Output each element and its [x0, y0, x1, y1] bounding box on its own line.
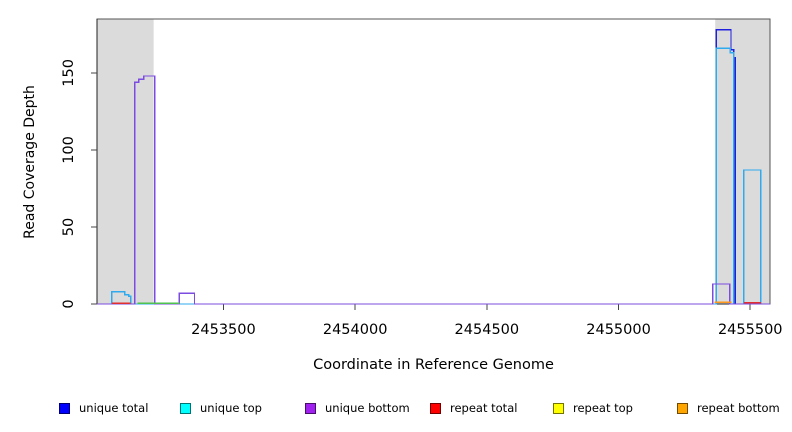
legend-label: repeat top [573, 401, 633, 415]
x-tick-label: 2454000 [323, 322, 388, 338]
series-unique-top [97, 47, 770, 305]
legend-item-repeat-top: repeat top [553, 398, 633, 418]
legend-label: repeat bottom [697, 401, 780, 415]
x-tick-label: 2455000 [586, 322, 651, 338]
y-tick-label: 50 [61, 218, 77, 236]
x-tick-label: 2453500 [191, 322, 256, 338]
series-unique-total [97, 29, 770, 305]
legend-swatch-repeat-total [430, 402, 441, 414]
legend-item-unique-bottom: unique bottom [305, 398, 410, 418]
legend-item-unique-total: unique total [59, 398, 148, 418]
plot-border [96, 18, 771, 305]
x-axis-label: Coordinate in Reference Genome [313, 357, 554, 373]
legend-swatch-repeat-top [553, 402, 564, 414]
y-tick-label: 100 [61, 136, 77, 164]
y-tick-label: 150 [61, 59, 77, 87]
legend-item-repeat-total: repeat total [430, 398, 517, 418]
legend-swatch-repeat-bottom [677, 402, 688, 414]
masked-region [97, 19, 154, 304]
legend-swatch-unique-bottom [305, 402, 316, 414]
masked-region [715, 19, 770, 304]
legend-label: unique top [200, 401, 262, 415]
legend-label: unique total [79, 401, 149, 415]
x-tick-label: 2455500 [718, 322, 783, 338]
legend-swatch-unique-total [59, 402, 70, 414]
legend-item-repeat-bottom: repeat bottom [677, 398, 780, 418]
legend-item-unique-top: unique top [180, 398, 262, 418]
legend: unique total unique top unique bottom repea… [0, 398, 792, 422]
chart-canvas: 2453500 2454000 2454500 2455000 2455500 0 50 10… [61, 18, 783, 338]
legend-swatch-unique-top [180, 402, 191, 414]
series-unique-bottom [97, 75, 770, 305]
y-tick-label: 0 [61, 299, 77, 308]
legend-label: repeat total [450, 401, 518, 415]
legend-label: unique bottom [325, 401, 410, 415]
x-tick-label: 2454500 [455, 322, 520, 338]
y-axis-label: Read Coverage Depth [22, 85, 38, 239]
